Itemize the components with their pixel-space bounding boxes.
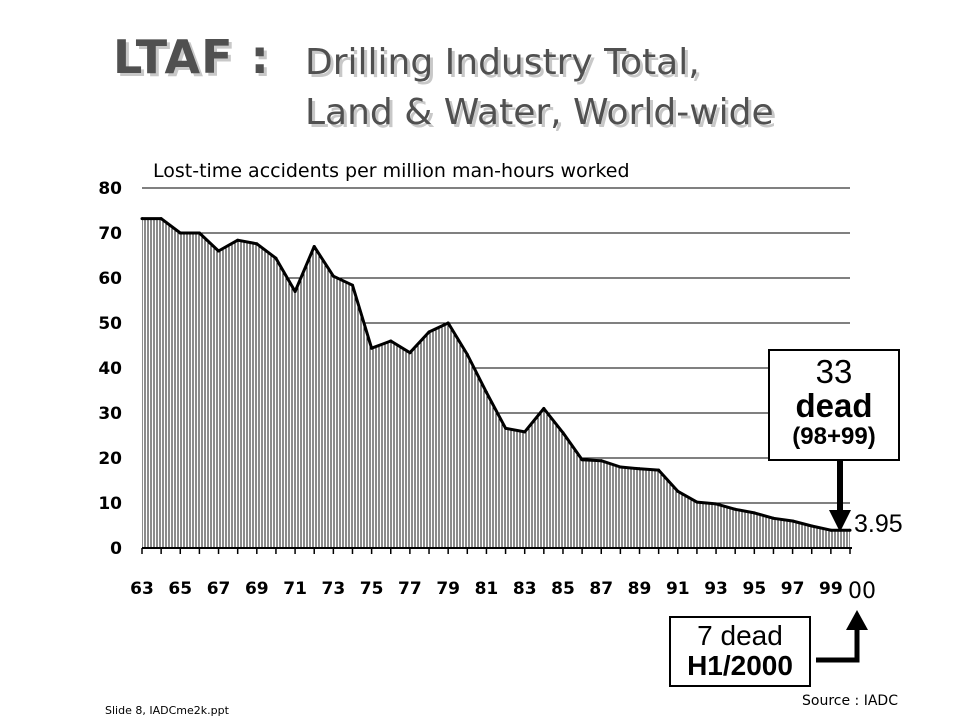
annotation-box-7-dead: 7 dead H1/2000 — [669, 616, 811, 687]
data-point-71 — [293, 290, 297, 293]
y-tick-label: 50 — [98, 314, 122, 334]
y-tick-label: 60 — [98, 269, 122, 289]
arrow-box2 — [816, 610, 868, 663]
data-points — [140, 217, 852, 532]
data-point-83 — [523, 430, 527, 434]
data-point-63 — [140, 217, 144, 221]
x-tick-label-63: 63 — [130, 579, 154, 599]
data-point-87 — [599, 459, 603, 463]
x-tick-label-00: 00 — [848, 579, 876, 604]
y-tick-label: 30 — [98, 404, 122, 424]
data-point-92 — [695, 500, 699, 504]
data-point-65 — [178, 231, 182, 235]
data-point-97 — [791, 519, 795, 523]
data-point-73 — [331, 274, 335, 278]
data-point-82 — [504, 426, 508, 430]
x-tick-labels: 63 65 67 69 71 73 75 77 79 81 83 85 87 89 91 93 95 97 99 00 — [130, 579, 876, 604]
x-tick-label-87: 87 — [589, 579, 613, 599]
annotation-box-33-dead: 33 dead (98+99) — [768, 349, 900, 461]
data-point-00 — [848, 528, 852, 532]
data-point-85 — [561, 431, 565, 435]
title-line-2: Land & Water, World-wide — [305, 92, 774, 133]
data-point-79 — [446, 321, 450, 325]
y-tick-label: 40 — [98, 359, 122, 379]
x-tick-label-83: 83 — [513, 579, 537, 599]
data-point-95 — [752, 511, 756, 515]
data-point-76 — [389, 339, 393, 343]
data-point-70 — [274, 256, 278, 260]
data-point-75 — [370, 346, 374, 350]
data-point-91 — [676, 489, 680, 493]
chart-title: Lost-time accidents per million man-hour… — [153, 160, 630, 182]
box1-years: (98+99) — [792, 423, 876, 450]
x-ticks — [141, 548, 851, 554]
data-point-67 — [217, 249, 221, 253]
x-tick-label-71: 71 — [283, 579, 307, 599]
series-line — [142, 217, 850, 532]
data-point-90 — [657, 468, 661, 472]
data-point-96 — [771, 516, 775, 520]
series-area — [142, 218, 850, 548]
x-tick-label-67: 67 — [207, 579, 231, 599]
data-point-98 — [810, 524, 814, 528]
last-value-label: 3.95 — [854, 510, 903, 538]
x-tick-label-85: 85 — [551, 579, 575, 599]
data-point-89 — [638, 467, 642, 471]
y-tick-label: 80 — [98, 179, 122, 199]
title-line-1: Drilling Industry Total, — [305, 42, 700, 83]
data-point-78 — [427, 330, 431, 334]
data-point-84 — [542, 407, 546, 410]
data-point-66 — [197, 231, 201, 235]
data-point-99 — [829, 528, 833, 532]
box2-dead: 7 dead — [697, 620, 783, 651]
x-tick-label-89: 89 — [628, 579, 652, 599]
data-point-93 — [714, 502, 718, 506]
x-tick-label-99: 99 — [819, 579, 843, 599]
x-tick-label-69: 69 — [245, 579, 269, 599]
data-point-74 — [350, 283, 354, 287]
y-tick-label: 10 — [98, 494, 122, 514]
box1-count: 33 — [815, 353, 853, 390]
data-point-80 — [465, 353, 469, 356]
x-tick-label-65: 65 — [168, 579, 192, 599]
y-tick-labels: 0 10 20 30 40 50 60 70 80 — [98, 179, 122, 559]
title-main: LTAF : — [113, 30, 270, 84]
y-tick-label: 0 — [110, 539, 122, 559]
x-tick-label-95: 95 — [742, 579, 766, 599]
x-tick-label-75: 75 — [360, 579, 384, 599]
x-tick-label-93: 93 — [704, 579, 728, 599]
y-tick-label: 20 — [98, 449, 122, 469]
slide-title: LTAF : Drilling Industry Total, Land & W… — [0, 0, 959, 150]
box2-period: H1/2000 — [687, 650, 793, 681]
box1-dead: dead — [795, 387, 873, 424]
data-point-77 — [408, 351, 412, 355]
data-point-94 — [733, 507, 737, 511]
data-point-64 — [159, 217, 163, 221]
x-tick-label-73: 73 — [322, 579, 346, 599]
data-point-72 — [312, 245, 316, 248]
x-tick-label-97: 97 — [781, 579, 805, 599]
x-tick-label-81: 81 — [475, 579, 499, 599]
arrow-box1 — [829, 461, 851, 532]
y-tick-label: 70 — [98, 224, 122, 244]
x-tick-label-91: 91 — [666, 579, 690, 599]
x-tick-label-77: 77 — [398, 579, 422, 599]
x-tick-label-79: 79 — [436, 579, 460, 599]
data-point-68 — [236, 238, 240, 242]
source-note: Source : IADC — [802, 693, 898, 709]
data-point-81 — [484, 390, 488, 394]
data-point-88 — [618, 465, 622, 469]
data-point-69 — [255, 242, 259, 246]
slide-reference: Slide 8, IADCme2k.ppt — [105, 704, 229, 717]
data-point-86 — [580, 458, 584, 462]
